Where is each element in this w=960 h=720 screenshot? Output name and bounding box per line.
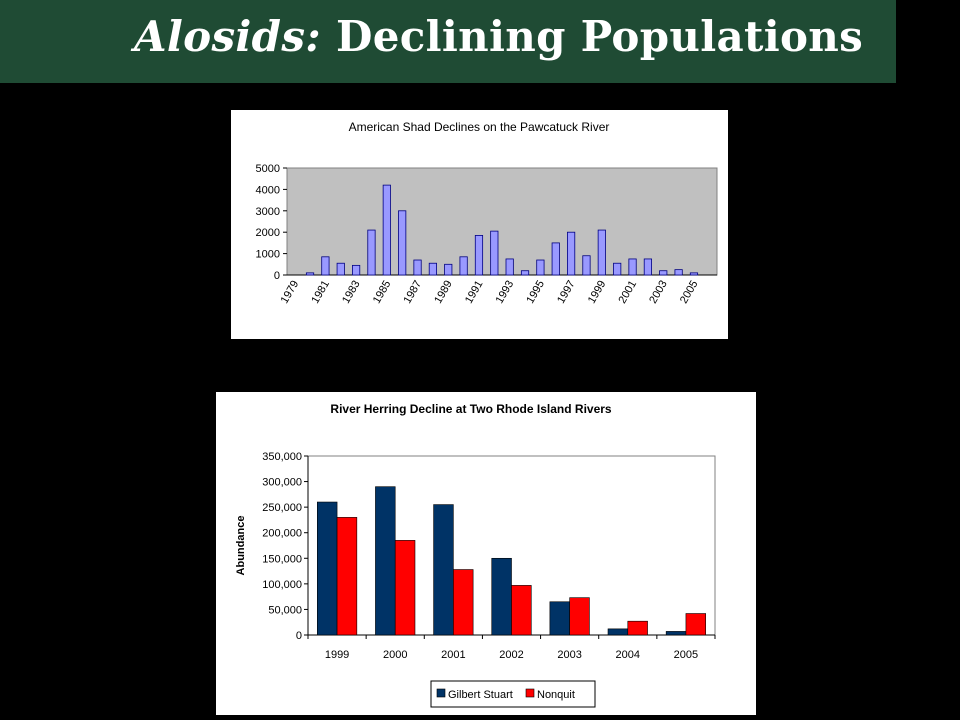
bar-1991 [474, 235, 484, 276]
bar-nonquit-2001 [453, 569, 474, 636]
y-tick-label: 300,000 [262, 477, 302, 489]
shad-chart-svg: American Shad Declines on the Pawcatuck … [256, 120, 718, 306]
bar-1997 [567, 231, 576, 276]
bar-nonquit-2003 [569, 597, 590, 636]
y-tick-label: 4000 [256, 184, 280, 196]
slide-title: Alosids: Declining Populations [134, 12, 863, 61]
bar-2000 [613, 262, 622, 276]
slide-title-rest: Declining Populations [336, 12, 864, 61]
x-tick-label: 1979 [279, 279, 302, 306]
y-tick-label: 250,000 [262, 502, 302, 514]
bar-nonquit-2004 [627, 620, 648, 636]
x-tick-label: 2003 [557, 649, 581, 661]
y-tick-label: 50,000 [268, 604, 302, 616]
x-tick-label: 2000 [383, 649, 407, 661]
bar-1986 [398, 210, 407, 276]
x-tick-label: 1999 [325, 649, 349, 661]
x-tick-label: 2004 [616, 649, 640, 661]
bar-1987 [413, 259, 422, 276]
bar-2003 [659, 270, 668, 276]
bar-1989 [444, 263, 453, 276]
bar-gilbert-stuart-2002 [491, 557, 512, 636]
x-tick-label: 1983 [340, 279, 363, 306]
x-tick-label: 2005 [678, 279, 701, 306]
legend-swatch [525, 688, 535, 698]
x-tick-label: 1987 [401, 279, 424, 306]
bar-1980 [305, 272, 315, 276]
bar-gilbert-stuart-2000 [375, 486, 396, 636]
y-tick-label: 350,000 [262, 451, 302, 463]
x-tick-label: 1995 [524, 279, 547, 306]
x-tick-label: 2003 [647, 279, 670, 306]
legend-box [430, 680, 596, 708]
herring-chart-svg: River Herring Decline at Two Rhode Islan… [235, 402, 716, 708]
y-axis-label: Abundance [235, 516, 247, 576]
bar-1995 [536, 259, 545, 276]
bar-gilbert-stuart-1999 [317, 501, 338, 636]
bar-1998 [582, 255, 591, 276]
plot-area [286, 167, 718, 276]
bar-nonquit-1999 [336, 517, 358, 636]
legend-swatch [436, 688, 446, 698]
bar-1983 [352, 264, 361, 276]
shad-chart: American Shad Declines on the Pawcatuck … [231, 110, 728, 339]
bar-1993 [505, 258, 514, 276]
y-tick-label: 2000 [256, 227, 280, 239]
bar-gilbert-stuart-2001 [433, 504, 454, 636]
bar-1992 [490, 230, 499, 276]
y-tick-label: 0 [274, 270, 280, 282]
herring-chart: River Herring Decline at Two Rhode Islan… [216, 392, 756, 715]
bar-1994 [520, 270, 530, 276]
legend-label: Gilbert Stuart [448, 689, 513, 701]
bar-1981 [321, 256, 330, 276]
bar-2002 [643, 258, 652, 276]
bar-1982 [336, 262, 345, 276]
legend-label: Nonquit [537, 689, 575, 701]
bar-1996 [551, 242, 560, 276]
y-tick-label: 100,000 [262, 579, 302, 591]
bar-gilbert-stuart-2004 [607, 628, 629, 636]
x-tick-label: 1999 [586, 279, 609, 306]
x-tick-label: 1997 [555, 279, 578, 306]
y-tick-label: 0 [296, 630, 302, 642]
bar-gilbert-stuart-2003 [549, 601, 570, 636]
chart-title: River Herring Decline at Two Rhode Islan… [330, 402, 612, 416]
bar-1999 [597, 229, 606, 276]
bar-2005 [689, 272, 699, 276]
y-tick-label: 3000 [256, 206, 280, 218]
title-bar: Alosids: Declining Populations [0, 0, 896, 83]
bar-1988 [428, 262, 437, 276]
y-tick-label: 200,000 [262, 528, 302, 540]
bar-nonquit-2005 [685, 613, 706, 636]
chart-title: American Shad Declines on the Pawcatuck … [349, 120, 610, 134]
bar-gilbert-stuart-2005 [665, 631, 687, 636]
y-tick-label: 150,000 [262, 553, 302, 565]
x-tick-label: 1981 [309, 279, 332, 306]
x-tick-label: 1991 [463, 279, 486, 306]
x-tick-label: 1993 [494, 279, 517, 306]
bar-1984 [367, 229, 376, 276]
bar-2004 [674, 269, 683, 276]
bar-nonquit-2000 [394, 540, 416, 636]
y-tick-label: 1000 [256, 249, 280, 261]
x-tick-label: 2002 [499, 649, 523, 661]
x-tick-label: 2001 [616, 279, 639, 306]
x-tick-label: 1985 [371, 279, 394, 306]
bar-2001 [628, 258, 637, 276]
slide-title-italic: Alosids: [134, 12, 322, 61]
x-tick-label: 2005 [674, 649, 698, 661]
legend: Gilbert Stuart Nonquit [430, 680, 596, 708]
y-tick-label: 5000 [256, 163, 280, 175]
bar-1985 [382, 184, 391, 276]
x-tick-label: 1989 [432, 279, 455, 306]
x-tick-label: 2001 [441, 649, 465, 661]
bar-nonquit-2002 [511, 585, 532, 636]
bar-1990 [459, 256, 468, 276]
